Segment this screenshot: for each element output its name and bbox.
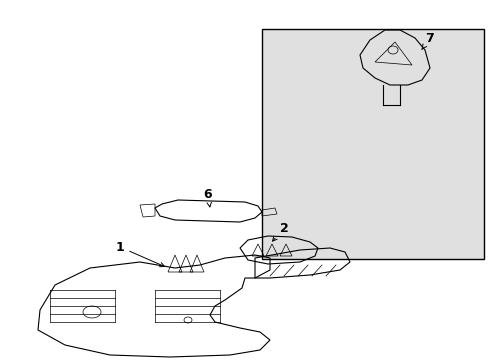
Bar (261, 29, 483, 259)
Text: 5: 5 (0, 359, 1, 360)
Text: 6: 6 (203, 188, 212, 207)
Text: 7: 7 (421, 32, 433, 50)
Text: 1: 1 (115, 240, 164, 267)
Text: 4: 4 (0, 359, 1, 360)
Text: 3: 3 (0, 359, 1, 360)
Text: 2: 2 (272, 221, 288, 241)
